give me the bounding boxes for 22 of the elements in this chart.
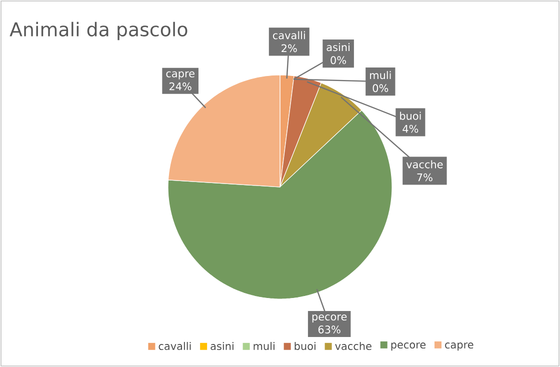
legend-label: buoi — [294, 342, 316, 350]
data-label: 24% — [169, 82, 192, 90]
legend-label: cavalli — [158, 342, 191, 350]
category-label: asini — [326, 43, 350, 52]
data-label: 7% — [417, 173, 432, 182]
slice-label: cavalli — [272, 31, 305, 40]
legend-label: pecore — [391, 342, 426, 351]
legend-label: capre — [445, 342, 474, 351]
slice-label: buoi — [400, 112, 421, 120]
data-label: 63% — [318, 326, 340, 334]
category-label: muli — [370, 71, 391, 80]
slice-label: capre — [166, 71, 194, 80]
chart-title: Animali da pascolo — [10, 22, 188, 40]
slice-label: vacche — [406, 160, 443, 168]
legend-label: muli — [254, 342, 274, 350]
data-label: 2% — [282, 44, 297, 52]
data-label: 4% — [402, 124, 418, 133]
text: 0% — [372, 84, 388, 92]
legend-label: asini — [210, 342, 234, 350]
text: 0% — [330, 56, 346, 64]
slice-label: pecore — [312, 314, 347, 323]
legend-label: vacche — [335, 342, 372, 350]
